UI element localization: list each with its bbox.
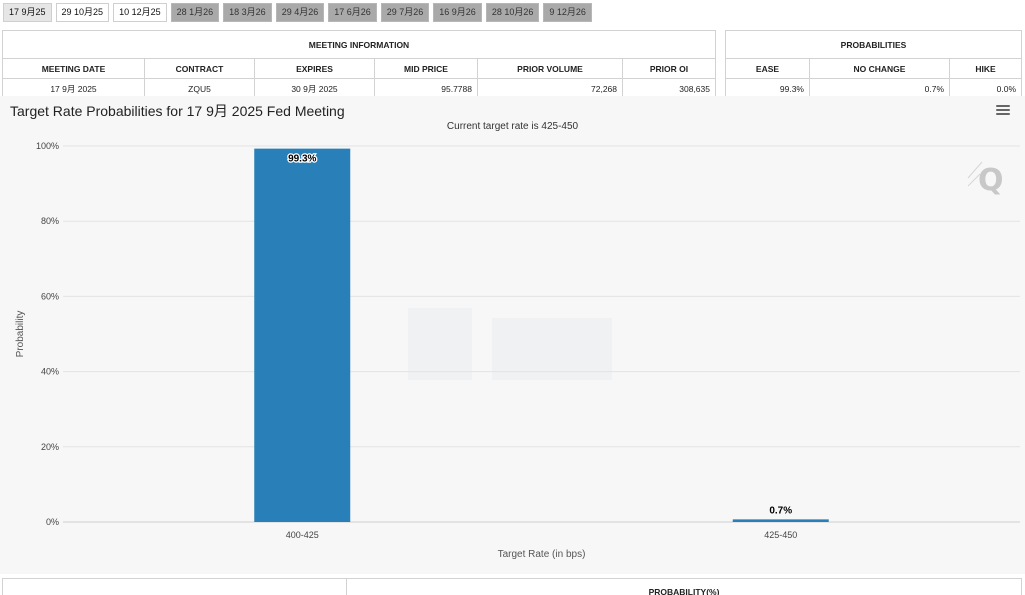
tab-meeting-1[interactable]: 29 10月25 <box>55 3 110 22</box>
x-axis-title: Target Rate (in bps) <box>498 549 586 560</box>
table-row: 99.3% 0.7% 0.0% <box>725 78 1022 99</box>
bar-425-450 <box>732 519 829 522</box>
col-prior-volume: PRIOR VOLUME <box>477 58 623 79</box>
data-label: 0.7% <box>769 505 792 516</box>
x-tick-label: 400-425 <box>286 530 319 540</box>
tab-meeting-5[interactable]: 29 4月26 <box>275 3 325 22</box>
tab-meeting-2[interactable]: 10 12月25 <box>113 3 167 22</box>
tab-meeting-0[interactable]: 17 9月25 <box>3 3 52 22</box>
bar-400-425 <box>254 148 351 522</box>
y-tick-label: 20% <box>41 442 59 452</box>
tab-meeting-9[interactable]: 28 10月26 <box>485 3 540 22</box>
bar-chart: 0% 20% 40% 60% 80% 100% 99.3% 400-425 0.7% 425-45… <box>15 141 1020 560</box>
meeting-info-table: MEETING INFORMATION MEETING DATE CONTRAC… <box>2 30 716 99</box>
chart-title: Target Rate Probabilities for 17 9月 2025… <box>10 103 345 119</box>
q-logo-icon: Q <box>967 161 1004 198</box>
meeting-date-tabs: 17 9月25 29 10月25 10 12月25 28 1月26 18 3月26 29 … <box>3 3 592 22</box>
col-mid-price: MID PRICE <box>374 58 478 79</box>
probabilities-table: PROBABILITIES EASE NO CHANGE HIKE 99.3% … <box>725 30 1022 99</box>
meeting-info-title: MEETING INFORMATION <box>2 30 716 59</box>
col-hike: HIKE <box>949 58 1022 79</box>
col-meeting-date: MEETING DATE <box>2 58 145 79</box>
tab-meeting-7[interactable]: 29 7月26 <box>380 3 430 22</box>
tab-meeting-6[interactable]: 17 6月26 <box>328 3 377 22</box>
blurred-watermark <box>408 308 472 380</box>
col-prior-oi: PRIOR OI <box>622 58 716 79</box>
blurred-watermark <box>492 318 612 380</box>
tab-meeting-4[interactable]: 18 3月26 <box>223 3 272 22</box>
y-tick-label: 80% <box>41 216 59 226</box>
probabilities-title: PROBABILITIES <box>725 30 1022 59</box>
col-contract: CONTRACT <box>144 58 255 79</box>
x-tick-label: 425-450 <box>764 530 797 540</box>
probability-table-header: PROBABILITY(%) <box>2 578 1022 595</box>
y-tick-label: 100% <box>36 141 59 151</box>
tab-meeting-3[interactable]: 28 1月26 <box>170 3 220 22</box>
target-rate-column <box>3 579 347 595</box>
col-no-change: NO CHANGE <box>809 58 950 79</box>
col-ease: EASE <box>725 58 810 79</box>
hamburger-menu-icon[interactable] <box>996 105 1010 116</box>
col-expires: EXPIRES <box>254 58 375 79</box>
y-tick-label: 40% <box>41 367 59 377</box>
svg-text:Q: Q <box>978 163 1004 198</box>
y-tick-label: 60% <box>41 291 59 301</box>
probability-column-header: PROBABILITY(%) <box>648 587 720 595</box>
y-axis-title: Probability <box>15 311 26 358</box>
chart-subtitle: Current target rate is 425-450 <box>446 121 579 132</box>
tab-meeting-10[interactable]: 9 12月26 <box>543 3 592 22</box>
tab-meeting-8[interactable]: 16 9月26 <box>433 3 482 22</box>
y-tick-label: 0% <box>46 517 59 527</box>
chart-panel: 0% 20% 40% 60% 80% 100% 99.3% 400-425 0.7% 425-45… <box>0 96 1025 574</box>
data-label: 99.3% <box>288 154 316 165</box>
